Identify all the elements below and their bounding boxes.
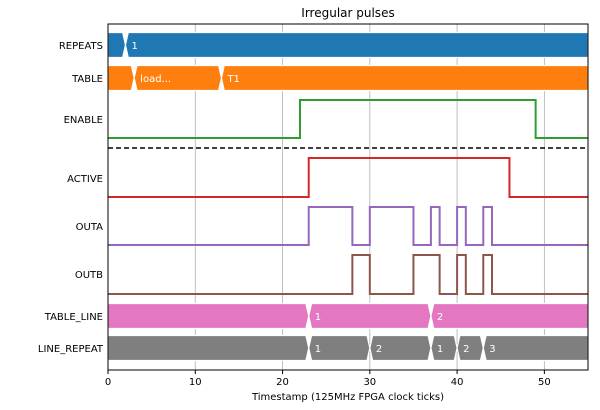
x-tick-label: 10 (189, 377, 202, 388)
bus-segment (107, 334, 310, 362)
bus-segment (107, 31, 127, 59)
signal-trace-enable (108, 99, 588, 139)
bus-segment-label: 2 (376, 344, 382, 355)
x-tick-label: 40 (451, 377, 464, 388)
signal-label: OUTA (76, 222, 104, 233)
signal-label: ACTIVE (67, 174, 103, 185)
bus-segment (220, 64, 589, 92)
signal-traces: 1 load... T1 1 2 1 2 1 2 3 (107, 31, 589, 362)
x-tick-label: 50 (538, 377, 551, 388)
bus-segment (456, 334, 484, 362)
bus-segment (124, 31, 589, 59)
signal-label: OUTB (75, 270, 103, 281)
bus-segment (107, 64, 135, 92)
bus-segment (308, 302, 432, 330)
signal-trace-active (108, 157, 588, 198)
bus-segment-label: 3 (489, 344, 495, 355)
x-tick-label: 20 (276, 377, 289, 388)
x-tick-label: 30 (363, 377, 376, 388)
signal-label: TABLE_LINE (44, 312, 103, 323)
signal-trace-outa (108, 206, 588, 246)
signal-labels: REPEATS TABLE ENABLE ACTIVE OUTA OUTB TABLE_LI… (38, 41, 104, 355)
chart-title: Irregular pulses (301, 6, 394, 20)
x-tick-label: 0 (105, 377, 111, 388)
x-axis: 0 10 20 30 40 50 (105, 370, 551, 388)
bus-segment-label: 2 (463, 344, 469, 355)
signal-label: TABLE (71, 74, 103, 85)
signal-label: LINE_REPEAT (38, 344, 104, 355)
plot-frame (107, 23, 589, 371)
bus-segment (482, 334, 589, 362)
bus-segment (430, 302, 589, 330)
bus-segment-label: T1 (226, 74, 239, 85)
signal-trace-outb (108, 254, 588, 295)
signal-label: REPEATS (59, 41, 103, 52)
bus-segment-label: 1 (131, 41, 137, 52)
bus-segment-label: load... (140, 74, 171, 85)
bus-segment (430, 334, 458, 362)
bus-segment-label: 1 (315, 344, 321, 355)
bus-segment-label: 2 (437, 312, 443, 323)
bus-segment-label: 1 (315, 312, 321, 323)
x-axis-label: Timestamp (125MHz FPGA clock ticks) (251, 392, 444, 403)
signal-label: ENABLE (64, 115, 103, 126)
bus-segment-label: 1 (437, 344, 443, 355)
bus-segment (107, 302, 310, 330)
